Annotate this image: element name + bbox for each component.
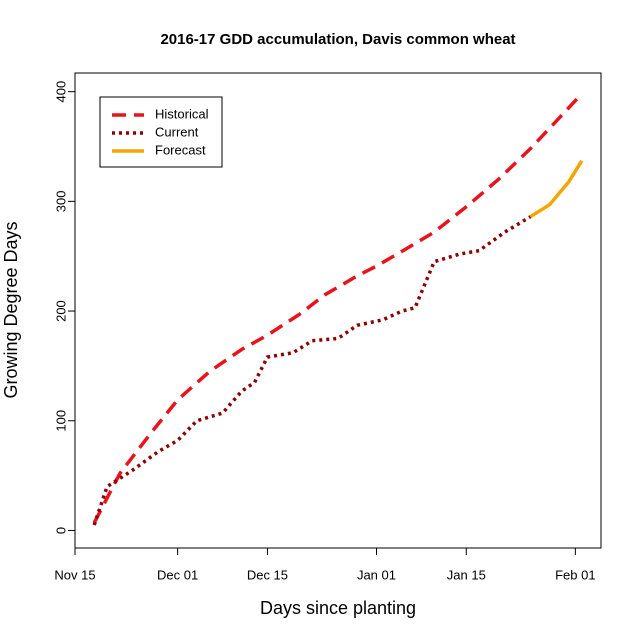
legend-label: Forecast [155, 142, 206, 157]
x-tick-label: Nov 15 [54, 567, 95, 582]
y-tick-label: 200 [53, 300, 68, 322]
y-tick-label: 400 [53, 81, 68, 103]
x-tick-label: Dec 01 [157, 567, 198, 582]
series-line [92, 215, 532, 526]
legend-label: Current [155, 124, 199, 139]
series-line [92, 92, 584, 524]
series-line [529, 159, 584, 219]
chart-title: 2016-17 GDD accumulation, Davis common w… [160, 31, 515, 48]
legend-label: Historical [155, 106, 209, 121]
x-tick-label: Jan 15 [447, 567, 486, 582]
y-tick-label: 100 [53, 410, 68, 432]
y-tick-label: 0 [53, 527, 68, 534]
y-axis-label: Growing Degree Days [1, 221, 21, 398]
x-tick-label: Jan 01 [357, 567, 396, 582]
y-tick-label: 300 [53, 190, 68, 212]
x-tick-label: Dec 15 [247, 567, 288, 582]
x-tick-label: Feb 01 [555, 567, 595, 582]
x-axis-label: Days since planting [260, 598, 416, 618]
